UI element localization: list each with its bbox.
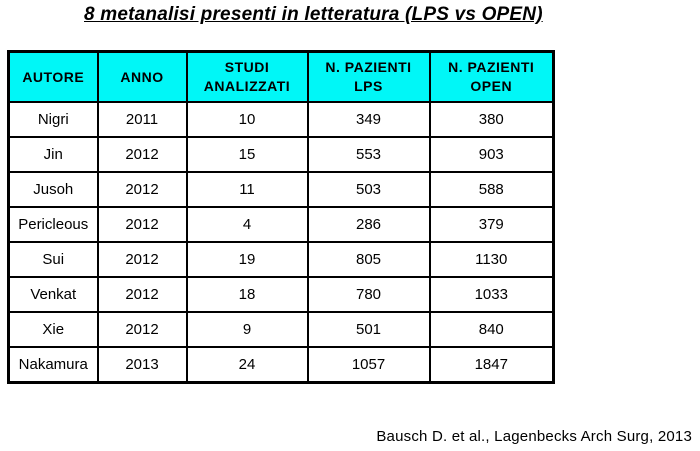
cell-lps: 805 bbox=[306, 241, 431, 278]
cell-lps: 553 bbox=[306, 136, 431, 173]
cell-open: 903 bbox=[428, 136, 555, 173]
column-header-autore: AUTORE bbox=[7, 50, 99, 103]
cell-open: 840 bbox=[428, 311, 555, 348]
cell-autore: Sui bbox=[7, 241, 99, 278]
table-row: Xie 2012 9 501 840 bbox=[7, 311, 555, 348]
table-row: Jin 2012 15 553 903 bbox=[7, 136, 555, 173]
cell-studi: 11 bbox=[185, 171, 309, 208]
cell-open: 380 bbox=[428, 101, 555, 138]
page-title: 8 metanalisi presenti in letteratura (LP… bbox=[84, 4, 543, 25]
cell-studi: 10 bbox=[185, 101, 309, 138]
table-row: Nigri 2011 10 349 380 bbox=[7, 101, 555, 138]
cell-open: 1847 bbox=[428, 346, 555, 384]
cell-open: 1033 bbox=[428, 276, 555, 313]
cell-autore: Nakamura bbox=[7, 346, 99, 384]
table-row: Jusoh 2012 11 503 588 bbox=[7, 171, 555, 208]
table-row: Sui 2012 19 805 1130 bbox=[7, 241, 555, 278]
cell-autore: Pericleous bbox=[7, 206, 99, 243]
cell-autore: Jusoh bbox=[7, 171, 99, 208]
cell-studi: 24 bbox=[185, 346, 309, 384]
table-row: Venkat 2012 18 780 1033 bbox=[7, 276, 555, 313]
column-header-studi-analizzati: STUDI ANALIZZATI bbox=[185, 50, 309, 103]
cell-lps: 780 bbox=[306, 276, 431, 313]
citation: Bausch D. et al., Lagenbecks Arch Surg, … bbox=[376, 428, 692, 445]
cell-anno: 2012 bbox=[96, 136, 188, 173]
table-row: Nakamura 2013 24 1057 1847 bbox=[7, 346, 555, 384]
cell-lps: 349 bbox=[306, 101, 431, 138]
cell-lps: 1057 bbox=[306, 346, 431, 384]
cell-autore: Xie bbox=[7, 311, 99, 348]
cell-autore: Nigri bbox=[7, 101, 99, 138]
cell-autore: Jin bbox=[7, 136, 99, 173]
cell-anno: 2012 bbox=[96, 241, 188, 278]
column-header-pazienti-open: N. PAZIENTI OPEN bbox=[428, 50, 555, 103]
metanalyses-table: AUTORE ANNO STUDI ANALIZZATI N. PAZIENTI… bbox=[7, 50, 555, 384]
cell-lps: 286 bbox=[306, 206, 431, 243]
cell-lps: 503 bbox=[306, 171, 431, 208]
cell-anno: 2012 bbox=[96, 171, 188, 208]
cell-studi: 19 bbox=[185, 241, 309, 278]
cell-anno: 2012 bbox=[96, 311, 188, 348]
table-row: Pericleous 2012 4 286 379 bbox=[7, 206, 555, 243]
cell-open: 1130 bbox=[428, 241, 555, 278]
cell-open: 379 bbox=[428, 206, 555, 243]
cell-studi: 4 bbox=[185, 206, 309, 243]
cell-autore: Venkat bbox=[7, 276, 99, 313]
cell-anno: 2012 bbox=[96, 206, 188, 243]
cell-studi: 15 bbox=[185, 136, 309, 173]
cell-anno: 2012 bbox=[96, 276, 188, 313]
cell-studi: 18 bbox=[185, 276, 309, 313]
cell-studi: 9 bbox=[185, 311, 309, 348]
cell-anno: 2011 bbox=[96, 101, 188, 138]
cell-lps: 501 bbox=[306, 311, 431, 348]
column-header-anno: ANNO bbox=[96, 50, 188, 103]
table-header-row: AUTORE ANNO STUDI ANALIZZATI N. PAZIENTI… bbox=[7, 50, 555, 103]
cell-open: 588 bbox=[428, 171, 555, 208]
column-header-pazienti-lps: N. PAZIENTI LPS bbox=[306, 50, 431, 103]
cell-anno: 2013 bbox=[96, 346, 188, 384]
